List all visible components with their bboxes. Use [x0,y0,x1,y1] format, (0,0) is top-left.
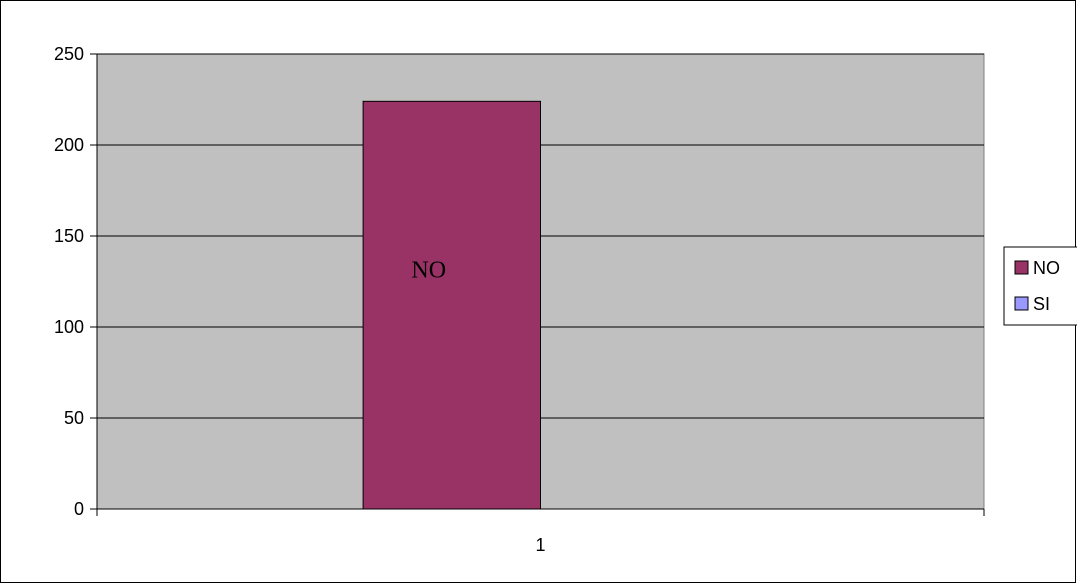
bars [362,100,541,510]
legend-label-si: SI [1033,294,1050,314]
legend-swatch-no [1014,260,1029,275]
legend-label-no: NO [1033,258,1060,278]
y-tick-labels: 0 50 100 150 200 250 [54,44,84,519]
y-tick-label: 0 [74,499,84,519]
legend: NO SI [1003,246,1077,326]
x-tick-labels: 1 [535,535,545,555]
y-tick-label: 200 [54,135,84,155]
y-tick-label: 100 [54,317,84,337]
x-tick-label: 1 [535,535,545,555]
data-labels: NO [411,257,446,283]
data-label-no: NO [411,257,446,283]
axes [90,53,985,516]
bar-no [362,100,541,510]
legend-box [1003,246,1077,326]
y-tick-label: 50 [64,408,84,428]
y-tick-label: 250 [54,44,84,64]
legend-swatch-si [1014,296,1029,311]
y-tick-label: 150 [54,226,84,246]
